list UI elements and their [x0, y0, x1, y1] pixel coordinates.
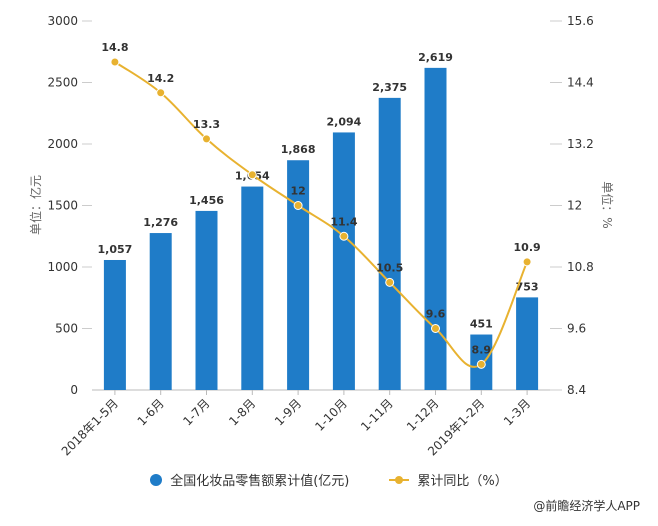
- line-value-label: 14.2: [147, 72, 174, 85]
- x-tick-label: 1-12月: [404, 396, 442, 434]
- line-value-label: 8.9: [472, 343, 492, 356]
- right-tick-label: 8.4: [567, 383, 586, 397]
- right-tick-label: 9.6: [567, 322, 586, 336]
- legend-item-line[interactable]: 累计同比（%）: [389, 470, 508, 489]
- bar-legend-icon: [150, 473, 163, 486]
- line-value-label: 10.5: [376, 261, 403, 274]
- line-point: [202, 134, 211, 144]
- bar-value-label: 2,094: [327, 115, 362, 128]
- bar: [103, 259, 126, 390]
- bar-value-label: 451: [470, 318, 493, 331]
- x-tick-label: 1-7月: [180, 396, 212, 428]
- right-tick-label: 12: [567, 199, 582, 213]
- bar: [287, 160, 310, 390]
- left-tick-label: 0: [70, 383, 78, 397]
- x-tick-label: 1-11月: [358, 396, 396, 434]
- line-point: [476, 359, 486, 369]
- x-tick-label: 2018年1-5月: [59, 396, 121, 458]
- right-tick-label: 10.8: [567, 260, 594, 274]
- source-credit: @前瞻经济学人APP: [533, 499, 640, 513]
- bar-value-label: 753: [516, 280, 539, 293]
- bar-value-label: 1,276: [143, 216, 178, 229]
- line-value-label: 13.3: [193, 118, 220, 131]
- right-tick-label: 14.4: [567, 76, 594, 90]
- left-tick-label: 1500: [47, 199, 78, 213]
- left-axis-label: 单位：亿元: [28, 175, 43, 235]
- right-tick-label: 15.6: [567, 14, 594, 28]
- bar-value-label: 2,619: [418, 51, 453, 64]
- line-point: [522, 257, 532, 267]
- legend: 全国化妆品零售额累计值(亿元) 累计同比（%）: [0, 470, 658, 489]
- bar-value-label: 1,456: [189, 194, 224, 207]
- growth-line: [114, 61, 529, 368]
- left-tick-label: 3000: [47, 14, 78, 28]
- bar-value-label: 1,057: [98, 243, 133, 256]
- bar-value-label: 2,375: [372, 81, 407, 94]
- line-point: [339, 231, 349, 241]
- right-tick-label: 13.2: [567, 137, 594, 151]
- x-tick-label: 1-8月: [226, 396, 258, 428]
- left-tick-label: 2500: [47, 76, 78, 90]
- bar: [516, 297, 539, 390]
- legend-item-bar[interactable]: 全国化妆品零售额累计值(亿元): [150, 470, 349, 489]
- line-point: [156, 88, 166, 98]
- combo-chart: 单位：亿元 单位：% 0 500 1000 1500 2000 2500 3000 8.4 9.…: [28, 14, 615, 459]
- bar-value-label: 1,868: [281, 143, 316, 156]
- line-point: [431, 324, 440, 333]
- x-tick-label: 1-3月: [501, 396, 533, 428]
- right-axis-label: 单位：%: [600, 181, 615, 228]
- legend-label: 全国化妆品零售额累计值(亿元): [170, 474, 350, 489]
- line-value-label: 9.6: [426, 308, 446, 321]
- bar: [378, 97, 401, 390]
- x-tick-label: 1-6月: [135, 396, 167, 428]
- line-point: [247, 170, 257, 180]
- line-legend-icon: [389, 474, 410, 486]
- left-tick-label: 2000: [47, 137, 78, 151]
- line-value-label: 11.4: [330, 215, 357, 228]
- left-tick-label: 1000: [47, 260, 78, 274]
- x-tick-label: 1-10月: [312, 396, 350, 434]
- bar: [195, 210, 218, 390]
- left-tick-label: 500: [55, 322, 78, 336]
- bar: [149, 233, 172, 390]
- line-value-label: 14.8: [101, 41, 128, 54]
- bar: [241, 186, 264, 390]
- line-point: [110, 57, 120, 67]
- legend-label: 累计同比（%）: [417, 474, 508, 489]
- line-point: [385, 277, 395, 287]
- line-value-label: 12: [290, 185, 305, 198]
- x-tick-label: 1-9月: [272, 396, 304, 428]
- line-value-label: 10.9: [514, 241, 541, 254]
- bar: [424, 67, 447, 390]
- bar: [332, 132, 355, 391]
- line-point: [293, 201, 303, 210]
